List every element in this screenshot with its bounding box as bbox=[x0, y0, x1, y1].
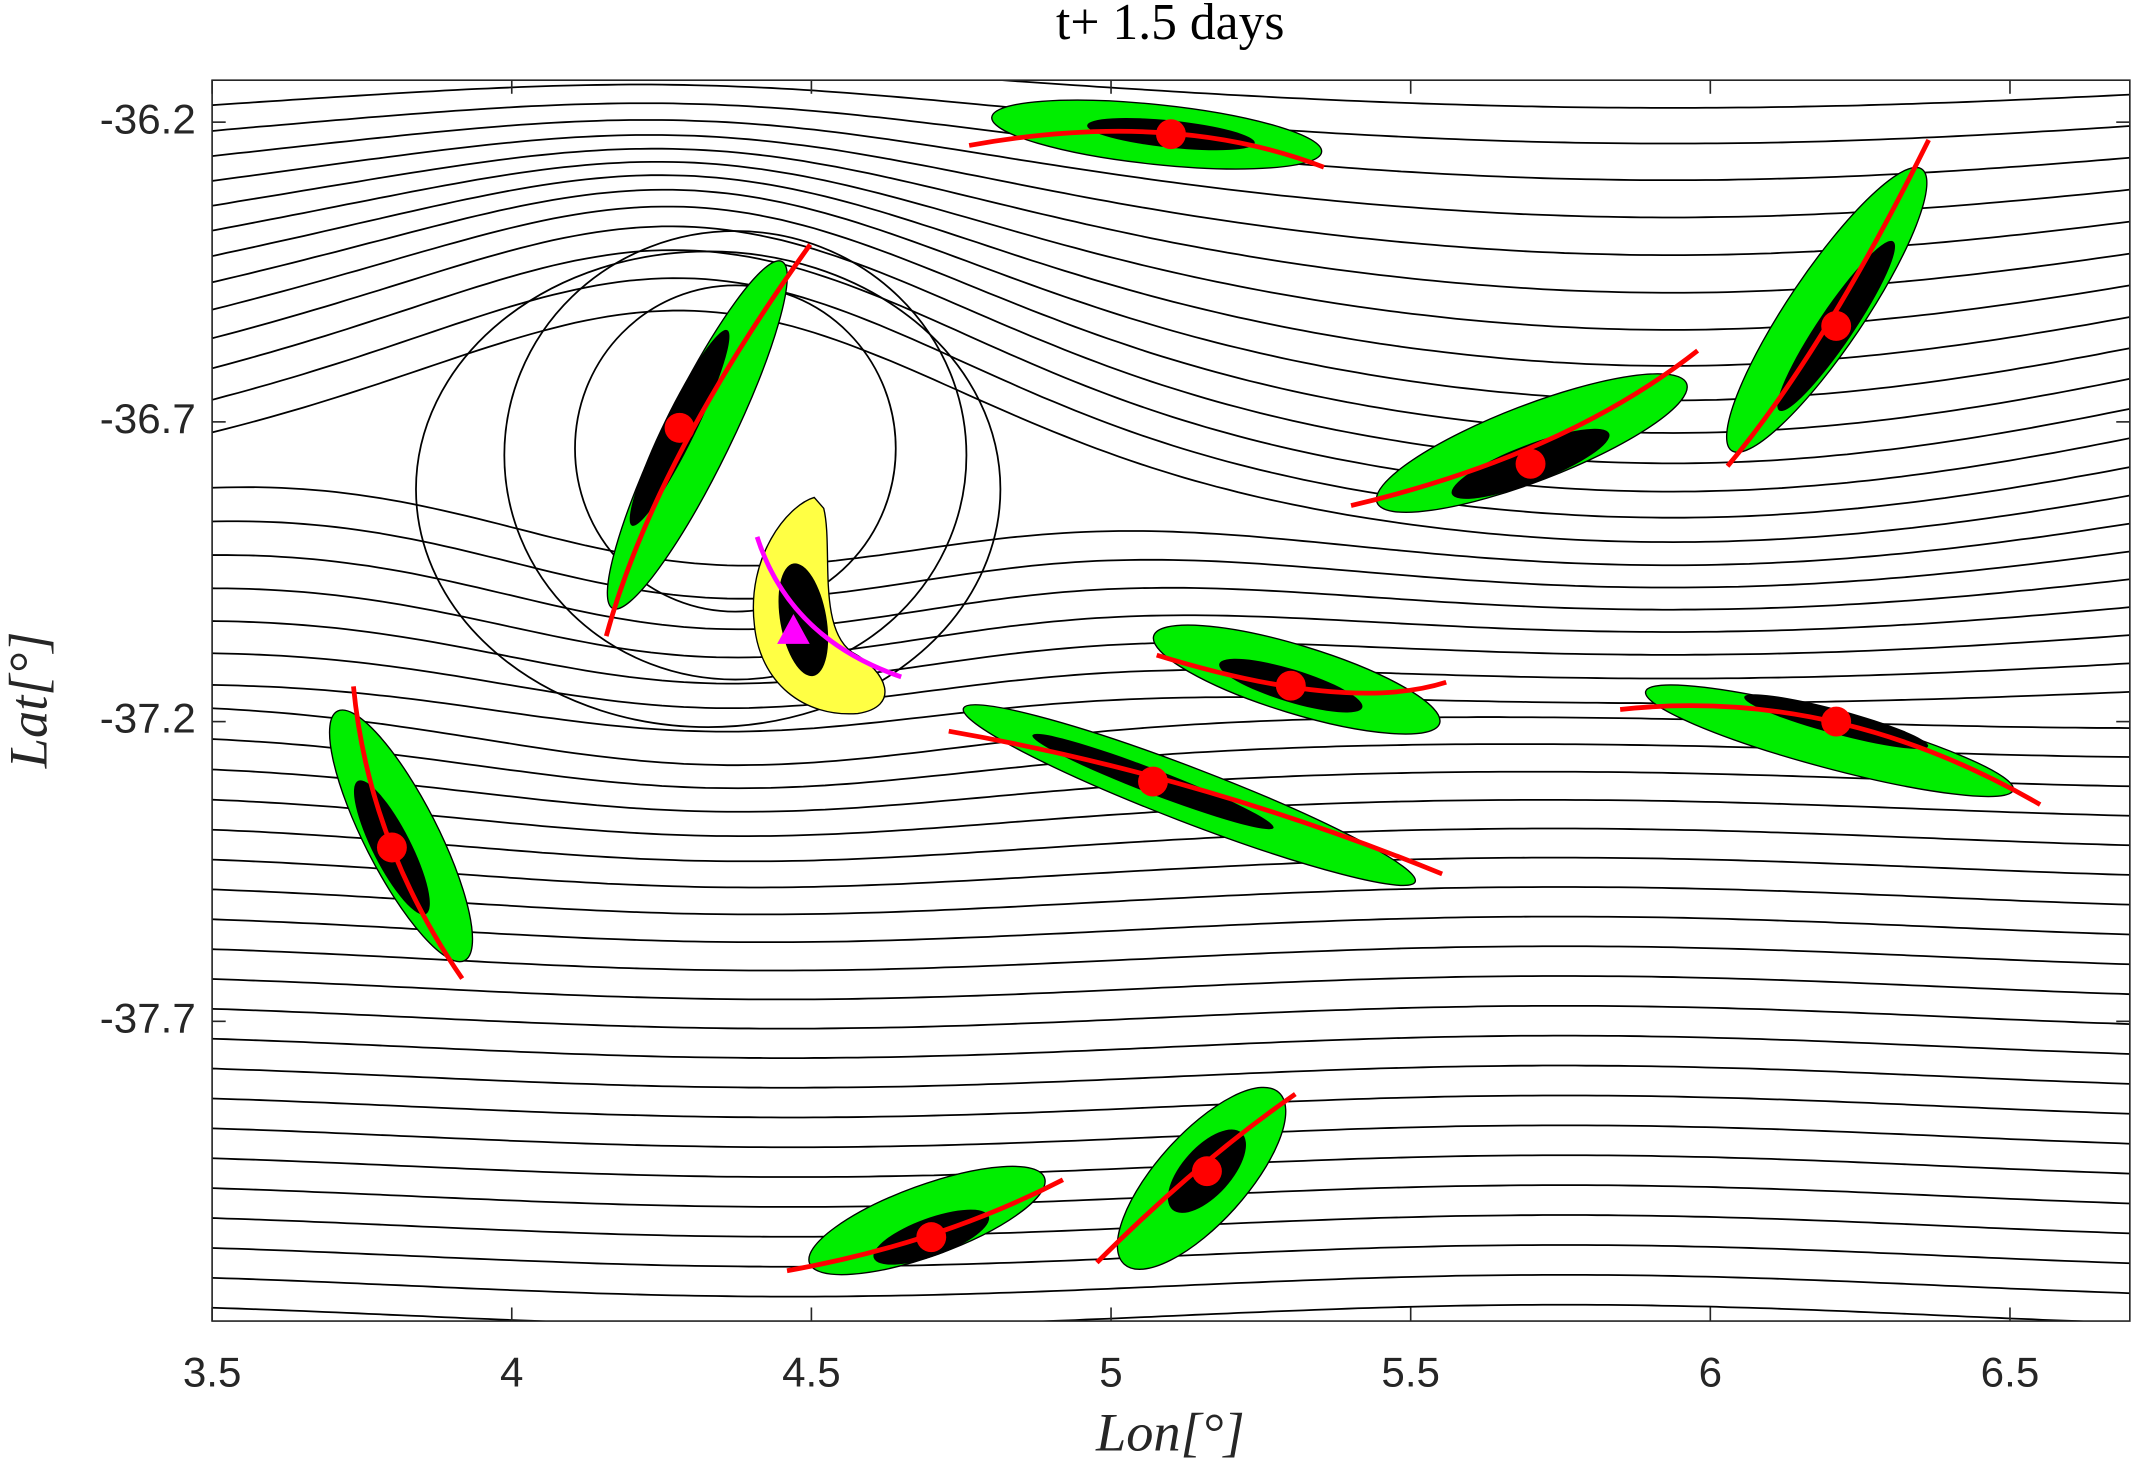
point bbox=[1515, 448, 1546, 479]
point bbox=[1821, 311, 1852, 341]
streamline bbox=[212, 225, 2130, 465]
point bbox=[376, 832, 407, 863]
red-curve bbox=[603, 243, 813, 637]
streamline bbox=[212, 1273, 2130, 1298]
y-tick-label: -36.7 bbox=[100, 395, 196, 442]
yellow-region bbox=[752, 496, 902, 715]
x-tick-label: 3.5 bbox=[183, 1349, 242, 1396]
y-tick-label: -37.7 bbox=[100, 994, 196, 1041]
y-tick-label: -36.2 bbox=[100, 95, 196, 142]
streamline bbox=[212, 945, 2130, 972]
streamline bbox=[212, 652, 2130, 709]
marks bbox=[328, 99, 2042, 1276]
streamline bbox=[212, 520, 2130, 600]
x-tick-label: 5.5 bbox=[1381, 1349, 1440, 1396]
streamline bbox=[212, 975, 2130, 1001]
streamline bbox=[212, 277, 2130, 519]
streamline bbox=[212, 1094, 2130, 1119]
streamline bbox=[212, 309, 2130, 544]
streamline bbox=[212, 886, 2130, 916]
x-tick-label: 5 bbox=[1099, 1349, 1122, 1396]
point bbox=[1156, 119, 1186, 150]
streamline bbox=[212, 486, 2130, 567]
x-tick-label: 6.5 bbox=[1981, 1349, 2040, 1396]
streamline bbox=[212, 119, 2130, 219]
red-curve bbox=[1350, 348, 1700, 508]
point bbox=[1275, 670, 1306, 701]
red-curve bbox=[948, 728, 1444, 877]
point bbox=[1138, 766, 1168, 797]
red-curve bbox=[1156, 652, 1447, 696]
streamline bbox=[212, 554, 2130, 631]
streamline bbox=[212, 1064, 2130, 1089]
y-axis-label: Lat[°] bbox=[0, 632, 59, 770]
point bbox=[664, 412, 695, 443]
streamline bbox=[212, 587, 2130, 659]
streamline bbox=[989, 80, 2130, 109]
eddy-streamline bbox=[503, 230, 968, 681]
point bbox=[1191, 1156, 1222, 1187]
streamline bbox=[212, 134, 2130, 256]
chart-title: t+ 1.5 days bbox=[1056, 0, 1284, 51]
x-tick-label: 4 bbox=[500, 1349, 523, 1396]
point bbox=[1821, 706, 1852, 737]
streamline bbox=[212, 827, 2130, 863]
y-tick-label: -37.2 bbox=[100, 695, 196, 742]
eddy-streamline bbox=[415, 250, 1002, 729]
eddy-streamline bbox=[574, 284, 897, 613]
streamline bbox=[212, 684, 2130, 733]
streamline bbox=[212, 249, 2130, 493]
plot-frame bbox=[211, 79, 2131, 1322]
x-tick-label: 6 bbox=[1699, 1349, 1722, 1396]
streamline bbox=[212, 1004, 2130, 1030]
magenta-curve bbox=[754, 536, 902, 680]
streamline bbox=[212, 1034, 2130, 1059]
streamline bbox=[212, 1124, 2130, 1149]
x-tick-label: 4.5 bbox=[782, 1349, 841, 1396]
point bbox=[777, 614, 810, 644]
streamline bbox=[212, 856, 2130, 889]
point bbox=[916, 1222, 947, 1253]
x-axis-label: Lon[°] bbox=[1095, 1402, 1245, 1462]
streamline bbox=[212, 205, 2130, 434]
streamline bbox=[212, 915, 2130, 944]
